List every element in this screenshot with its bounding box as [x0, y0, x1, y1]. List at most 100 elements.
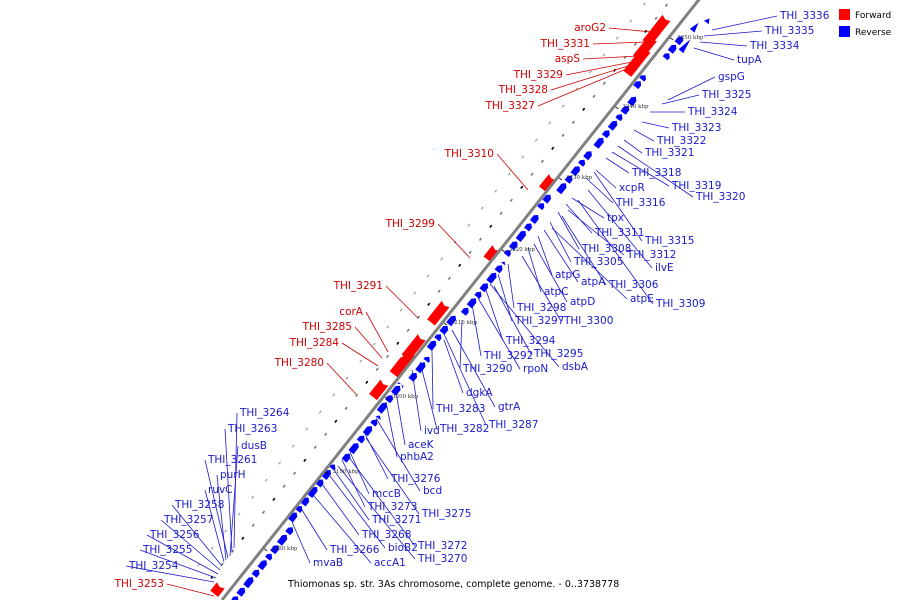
reverse-gene-label-acek[interactable]: aceK	[408, 439, 435, 451]
reverse-gene-label-gtra[interactable]: gtrA	[498, 401, 521, 413]
reverse-gene-label-thi-3319[interactable]: THI_3319	[671, 180, 721, 192]
forward-gene-label-thi-3285[interactable]: THI_3285	[302, 321, 352, 333]
reverse-gene-label-thi-3334[interactable]: THI_3334	[749, 40, 800, 52]
forward-gene-label-asps[interactable]: aspS	[555, 53, 581, 65]
reverse-gene-label-thi-3335[interactable]: THI_3335	[764, 25, 814, 37]
forward-gene-label-thi-3328[interactable]: THI_3328	[498, 84, 548, 96]
reverse-gene-block	[662, 53, 670, 61]
reverse-dash	[467, 223, 471, 227]
reverse-leader-thi-3308	[557, 211, 580, 250]
forward-gene-block	[623, 46, 651, 77]
forward-gene-label-thi-3310[interactable]: THI_3310	[444, 148, 494, 160]
reverse-gene-label-atpc[interactable]: atpC	[544, 286, 569, 298]
reverse-gene-label-thi-3297[interactable]: THI_3297	[514, 315, 564, 327]
forward-gene-label-cora[interactable]: corA	[339, 306, 364, 318]
forward-gene-label-thi-3299[interactable]: THI_3299	[385, 218, 435, 230]
reverse-gene-label-thi-3316[interactable]: THI_3316	[615, 197, 666, 209]
reverse-gene-label-thi-3261[interactable]: THI_3261	[207, 454, 257, 466]
reverse-gene-label-thi-3292[interactable]: THI_3292	[483, 350, 533, 362]
forward-gene-label-arog2[interactable]: aroG2	[574, 22, 606, 34]
reverse-gene-label-thi-3268[interactable]: THI_3268	[361, 529, 411, 541]
reverse-gene-label-acca1[interactable]: accA1	[374, 557, 406, 569]
reverse-gene-block	[348, 443, 359, 455]
reverse-gene-label-tpx[interactable]: tpx	[607, 212, 624, 224]
reverse-gene-label-thi-3287[interactable]: THI_3287	[488, 419, 538, 431]
reverse-gene-label-thi-3294[interactable]: THI_3294	[505, 335, 556, 347]
reverse-gene-label-thi-3298[interactable]: THI_3298	[516, 302, 566, 314]
forward-gene-label-thi-3329[interactable]: THI_3329	[513, 69, 563, 81]
reverse-gene-label-atpd[interactable]: atpD	[570, 296, 595, 308]
reverse-gene-label-thi-3254[interactable]: THI_3254	[128, 560, 179, 572]
reverse-gene-label-thi-3257[interactable]: THI_3257	[163, 514, 213, 526]
reverse-leader-thi-3306	[561, 215, 607, 286]
reverse-gene-label-thi-3256[interactable]: THI_3256	[149, 529, 200, 541]
reverse-gene-label-thi-3309[interactable]: THI_3309	[655, 298, 705, 310]
reverse-gene-label-thi-3263[interactable]: THI_3263	[227, 423, 277, 435]
reverse-gene-label-thi-3266[interactable]: THI_3266	[329, 544, 380, 556]
forward-gene-label-thi-3327[interactable]: THI_3327	[485, 100, 535, 112]
reverse-gene-label-thi-3290[interactable]: THI_3290	[462, 363, 512, 375]
reverse-gene-label-atpa[interactable]: atpA	[581, 276, 606, 288]
reverse-gene-block	[704, 18, 710, 25]
reverse-gene-label-atpe[interactable]: atpE	[630, 293, 654, 305]
reverse-gene-label-thi-3321[interactable]: THI_3321	[644, 147, 694, 159]
reverse-gene-label-thi-3282[interactable]: THI_3282	[439, 423, 489, 435]
reverse-gene-label-thi-3300[interactable]: THI_3300	[563, 315, 613, 327]
reverse-gene-label-ruvc[interactable]: ruvC	[208, 484, 233, 496]
forward-leader-thi-3327	[537, 69, 625, 107]
reverse-gene-label-thi-3312[interactable]: THI_3312	[626, 249, 676, 261]
reverse-gene-label-rpon[interactable]: rpoN	[523, 363, 548, 375]
reverse-gene-label-thi-3325[interactable]: THI_3325	[701, 89, 751, 101]
reverse-gene-label-thi-3276[interactable]: THI_3276	[390, 473, 441, 485]
forward-gene-label-thi-3284[interactable]: THI_3284	[289, 337, 340, 349]
forward-gene-label-thi-3291[interactable]: THI_3291	[333, 280, 383, 292]
forward-gene-label-thi-3280[interactable]: THI_3280	[274, 357, 324, 369]
reverse-gene-label-thi-3264[interactable]: THI_3264	[239, 407, 290, 419]
reverse-gene-label-atpg[interactable]: atpG	[555, 269, 580, 281]
reverse-gene-label-tupa[interactable]: tupA	[737, 54, 762, 66]
legend-label-reverse: Reverse	[855, 28, 892, 38]
reverse-gene-label-thi-3318[interactable]: THI_3318	[631, 167, 681, 179]
reverse-gene-label-thi-3336[interactable]: THI_3336	[779, 10, 830, 22]
reverse-gene-label-dsba[interactable]: dsbA	[562, 361, 589, 373]
reverse-gene-label-mccb[interactable]: mccB	[372, 488, 401, 500]
reverse-gene-label-ivd[interactable]: ivd	[424, 425, 440, 437]
reverse-gene-label-thi-3271[interactable]: THI_3271	[371, 514, 421, 526]
reverse-gene-label-thi-3272[interactable]: THI_3272	[417, 540, 467, 552]
reverse-gene-label-thi-3275[interactable]: THI_3275	[421, 508, 471, 520]
reverse-gene-label-bcd[interactable]: bcd	[423, 485, 442, 497]
reverse-gene-label-thi-3273[interactable]: THI_3273	[367, 501, 417, 513]
reverse-gene-label-mvab[interactable]: mvaB	[313, 557, 343, 569]
forward-dash	[406, 328, 410, 332]
reverse-gene-label-thi-3320[interactable]: THI_3320	[695, 191, 745, 203]
reverse-gene-block	[415, 362, 426, 374]
reverse-gene-label-thi-3323[interactable]: THI_3323	[671, 122, 721, 134]
reverse-gene-label-thi-3270[interactable]: THI_3270	[417, 553, 467, 565]
reverse-leader-thi-3325	[661, 94, 700, 105]
reverse-gene-label-biob2[interactable]: bioB2	[388, 542, 418, 554]
forward-gene-label-thi-3253[interactable]: THI_3253	[114, 578, 164, 590]
reverse-gene-label-gspg[interactable]: gspG	[718, 71, 745, 83]
reverse-gene-label-xcpr[interactable]: xcpR	[619, 182, 645, 194]
reverse-gene-label-thi-3311[interactable]: THI_3311	[594, 227, 644, 239]
reverse-gene-label-thi-3283[interactable]: THI_3283	[435, 403, 485, 415]
reverse-gene-label-dgka[interactable]: dgkA	[466, 387, 493, 399]
reverse-gene-label-ilve[interactable]: ilvE	[655, 262, 674, 274]
reverse-gene-label-thi-3295[interactable]: THI_3295	[533, 348, 583, 360]
reverse-gene-label-thi-3306[interactable]: THI_3306	[608, 279, 659, 291]
reverse-gene-label-thi-3255[interactable]: THI_3255	[142, 544, 192, 556]
reverse-gene-label-thi-3324[interactable]: THI_3324	[687, 106, 738, 118]
reverse-leader-thi-3263	[224, 428, 233, 553]
reverse-gene-label-thi-3308[interactable]: THI_3308	[581, 243, 631, 255]
reverse-gene-label-dusb[interactable]: dusB	[241, 440, 267, 452]
forward-dash	[530, 172, 534, 176]
reverse-gene-label-phba2[interactable]: phbA2	[400, 451, 434, 463]
reverse-gene-label-thi-3305[interactable]: THI_3305	[573, 256, 623, 268]
reverse-dash	[399, 308, 403, 312]
forward-gene-label-thi-3331[interactable]: THI_3331	[540, 38, 590, 50]
reverse-gene-label-thi-3258[interactable]: THI_3258	[174, 499, 224, 511]
reverse-gene-block	[341, 453, 351, 463]
reverse-gene-label-purh[interactable]: purH	[220, 469, 246, 481]
reverse-gene-label-thi-3315[interactable]: THI_3315	[644, 235, 694, 247]
reverse-gene-label-thi-3322[interactable]: THI_3322	[656, 135, 706, 147]
